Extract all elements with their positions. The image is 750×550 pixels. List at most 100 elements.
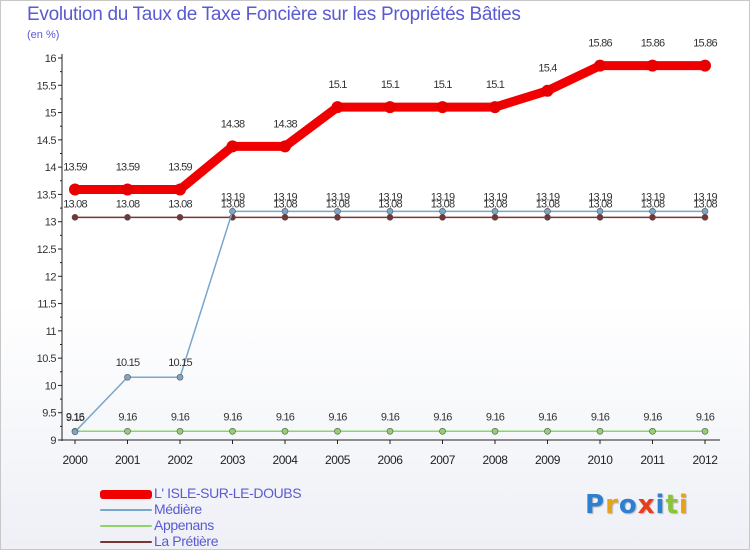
x-tick-label: 2004	[272, 453, 298, 467]
y-tick-label: 16	[45, 53, 57, 65]
y-tick-label: 13	[45, 217, 57, 229]
data-label: 13.19	[641, 191, 665, 203]
x-tick-label: 2005	[325, 453, 351, 467]
data-point	[544, 208, 551, 215]
data-label: 14.38	[221, 118, 245, 130]
x-tick-label: 2000	[62, 453, 88, 467]
data-point	[544, 214, 551, 221]
data-point	[541, 84, 554, 97]
data-label: 9.16	[223, 411, 242, 423]
data-point	[491, 208, 499, 215]
data-label: 15.1	[433, 79, 452, 91]
data-point	[596, 214, 604, 221]
data-point	[71, 428, 79, 436]
y-tick-label: 9	[50, 435, 56, 447]
data-point	[439, 214, 446, 221]
legend-label: L' ISLE-SUR-LE-DOUBS	[154, 485, 302, 501]
data-label: 9.16	[643, 411, 662, 423]
data-point	[174, 183, 186, 196]
legend-label: Médière	[154, 501, 202, 517]
x-tick-label: 2002	[167, 453, 193, 467]
data-label: 13.08	[326, 198, 350, 210]
legend-swatch	[100, 490, 152, 499]
chart-subtitle: (en %)	[27, 29, 60, 41]
data-label: 10.15	[168, 357, 192, 369]
data-point	[176, 427, 184, 435]
data-label: 10.15	[116, 357, 140, 369]
data-label: 9.16	[276, 411, 295, 423]
data-label: 9.16	[328, 411, 347, 423]
data-point	[69, 183, 81, 196]
data-point	[596, 427, 604, 435]
data-label: 9.16	[696, 411, 715, 423]
data-label: 14.38	[273, 118, 297, 130]
data-label: 9.16	[433, 411, 452, 423]
data-label: 9.16	[486, 411, 505, 423]
data-label: 9.16	[118, 411, 137, 423]
legend-label: La Prétière	[154, 533, 219, 549]
data-label: 9.16	[591, 411, 610, 423]
data-point	[701, 427, 709, 435]
y-tick-label: 14	[45, 162, 57, 174]
x-tick-label: 2003	[220, 453, 246, 467]
data-label: 13.08	[273, 198, 297, 210]
data-point	[226, 140, 239, 153]
data-label: 9.16	[171, 411, 190, 423]
chart-title: Evolution du Taux de Taxe Foncière sur l…	[27, 4, 521, 25]
legend-swatch	[100, 541, 152, 543]
data-point	[489, 101, 501, 114]
x-tick-label: 2010	[587, 453, 613, 467]
data-label: 13.59	[116, 162, 140, 174]
data-label: 15.4	[538, 63, 557, 75]
data-label: 13.19	[483, 191, 507, 203]
data-label: 13.19	[588, 191, 612, 203]
data-point	[436, 101, 449, 114]
y-tick-label: 10.5	[37, 353, 57, 365]
y-tick-label: 9.5	[42, 408, 56, 420]
data-point	[491, 214, 499, 221]
data-point	[544, 427, 551, 435]
data-point	[229, 208, 236, 215]
data-label: 13.08	[536, 198, 560, 210]
data-point	[699, 59, 711, 72]
data-point	[386, 214, 394, 221]
data-label: 13.08	[483, 198, 507, 210]
data-point	[124, 373, 131, 381]
data-label: 13.08	[221, 198, 245, 210]
data-point	[594, 59, 606, 72]
x-tick-label: 2001	[115, 453, 141, 467]
data-label: 13.19	[273, 191, 297, 203]
data-label: 13.19	[326, 191, 350, 203]
proxiti-logo: Proxiti	[585, 490, 689, 520]
data-point	[649, 208, 656, 215]
data-point	[701, 214, 709, 221]
data-point	[334, 214, 341, 221]
data-label: 13.19	[378, 191, 402, 203]
x-tick-label: 2011	[640, 453, 665, 467]
logo-letter: i	[678, 490, 689, 520]
data-point	[281, 208, 289, 215]
x-tick-label: 2009	[535, 453, 561, 467]
data-point	[124, 214, 131, 221]
data-label: 15.86	[641, 38, 665, 50]
y-tick-label: 13.5	[37, 189, 57, 201]
y-tick-label: 14.5	[37, 135, 57, 147]
data-label: 15.86	[588, 38, 612, 50]
logo-letter: r	[605, 490, 619, 520]
data-point	[334, 427, 341, 435]
logo-letter: x	[637, 490, 656, 520]
legend-swatch	[100, 525, 152, 527]
data-label: 13.08	[116, 198, 140, 210]
data-point	[386, 208, 394, 215]
data-point	[491, 427, 499, 435]
logo-letter: P	[585, 490, 606, 520]
y-tick-label: 11.5	[37, 299, 56, 311]
legend-label: Appenans	[154, 517, 214, 533]
data-point	[649, 427, 656, 435]
data-point	[701, 208, 709, 215]
logo-letter: t	[665, 490, 679, 520]
y-tick-label: 12.5	[37, 244, 57, 256]
data-label: 13.08	[168, 198, 192, 210]
data-point	[281, 427, 289, 435]
data-label: 15.86	[693, 38, 717, 50]
